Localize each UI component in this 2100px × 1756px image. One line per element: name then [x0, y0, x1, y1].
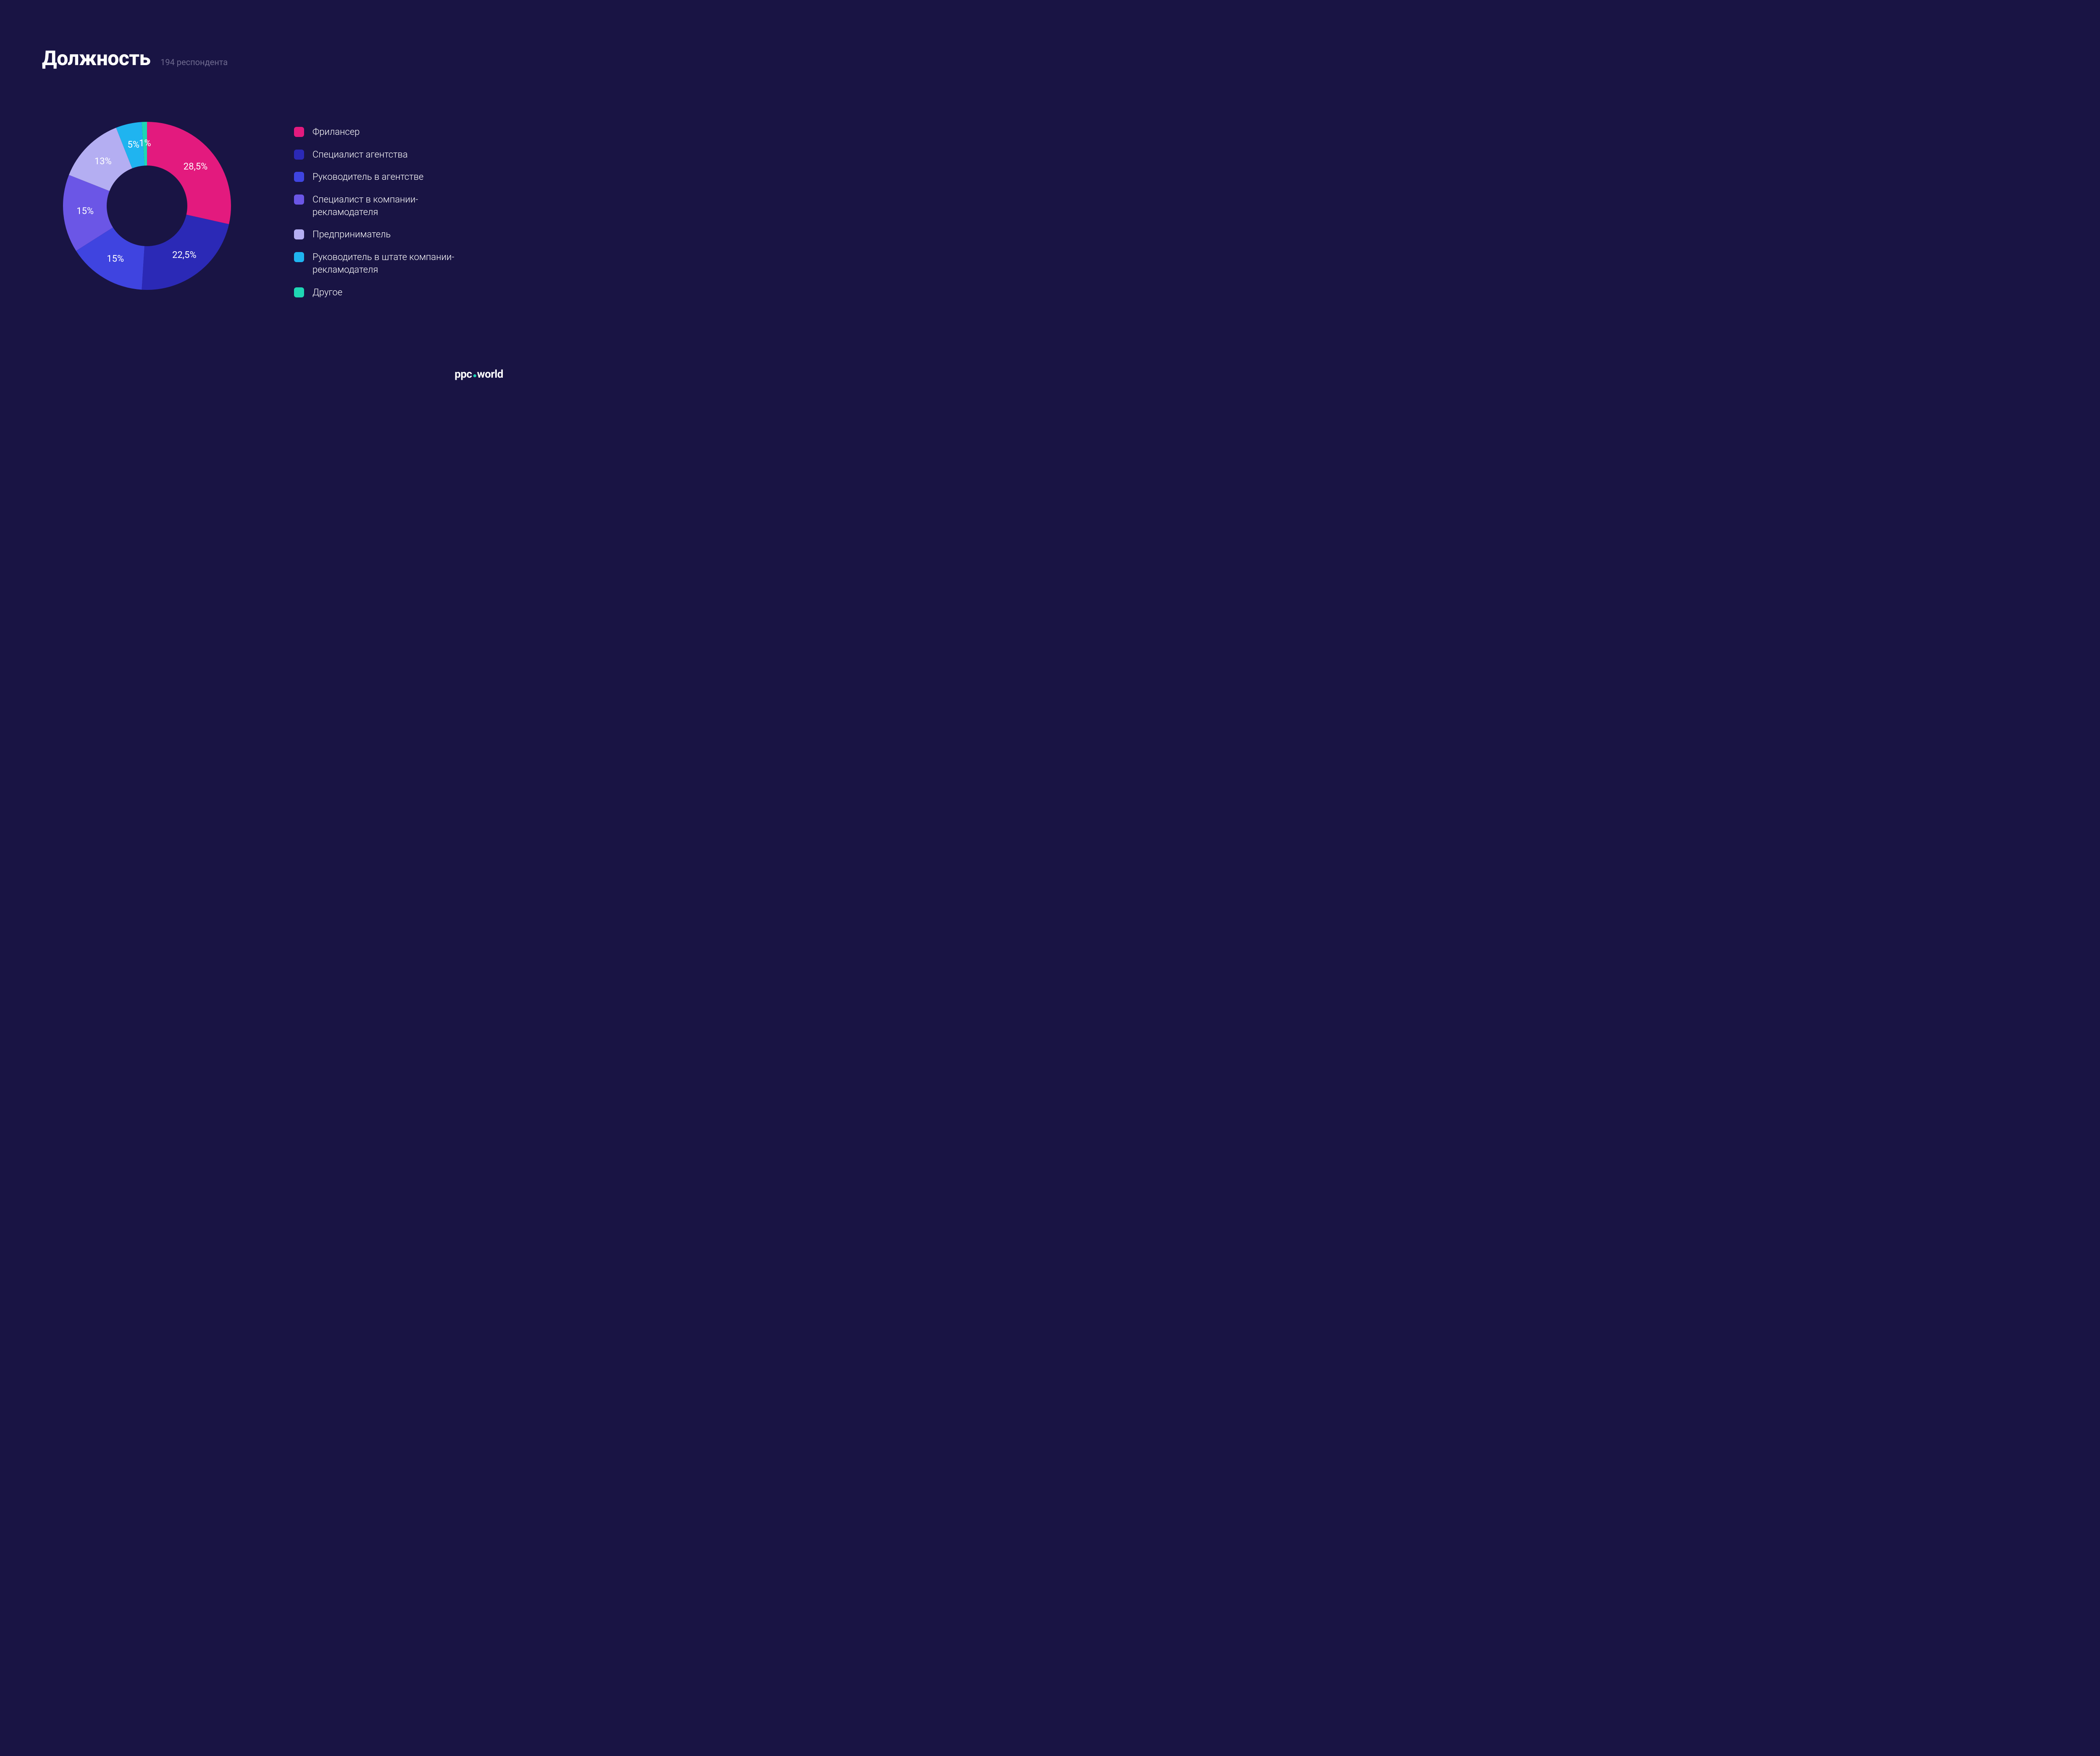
brand-part2: world — [477, 368, 503, 381]
legend-item: Другое — [294, 287, 464, 299]
legend-label: Специалист в компании-рекламодателя — [312, 194, 464, 218]
slice-label: 5% — [127, 139, 139, 150]
legend-item: Специалист в компании-рекламодателя — [294, 194, 464, 218]
legend-label: Специалист агентства — [312, 149, 408, 161]
legend-item: Руководитель в штате компании-рекламодат… — [294, 251, 464, 276]
legend-swatch — [294, 195, 304, 205]
page-title: Должность — [42, 46, 150, 70]
donut-slice — [147, 122, 231, 224]
legend-item: Руководитель в агентстве — [294, 171, 464, 184]
legend-swatch — [294, 150, 304, 160]
legend-swatch — [294, 252, 304, 262]
slice-label: 13% — [94, 156, 112, 167]
slice-label: 1% — [139, 138, 151, 149]
slice-label: 15% — [76, 206, 94, 217]
brand-logo: ppc world — [454, 368, 503, 381]
legend: Фрилансер Специалист агентства Руководител… — [294, 126, 464, 299]
legend-item: Фрилансер — [294, 126, 464, 139]
legend-item: Специалист агентства — [294, 149, 464, 161]
legend-label: Фрилансер — [312, 126, 360, 139]
legend-swatch — [294, 172, 304, 182]
legend-swatch — [294, 127, 304, 137]
infographic-page: Должность 194 респондента 28,5% 22,5% 15% 1… — [0, 0, 537, 400]
brand-dot-icon — [473, 374, 476, 377]
slice-label: 15% — [107, 254, 124, 264]
slice-label: 22,5% — [172, 250, 197, 260]
slice-label: 28,5% — [184, 161, 208, 172]
legend-item: Предприниматель — [294, 229, 464, 241]
respondent-count: 194 респондента — [160, 57, 228, 67]
legend-label: Руководитель в агентстве — [312, 171, 423, 184]
legend-label: Руководитель в штате компании-рекламодат… — [312, 251, 464, 276]
legend-label: Другое — [312, 287, 342, 299]
legend-swatch — [294, 229, 304, 239]
brand-part1: ppc — [454, 368, 472, 381]
legend-swatch — [294, 287, 304, 297]
header: Должность 194 респондента — [42, 46, 228, 70]
donut-chart: 28,5% 22,5% 15% 15% 13% 5%1% — [55, 113, 239, 298]
legend-label: Предприниматель — [312, 229, 391, 241]
